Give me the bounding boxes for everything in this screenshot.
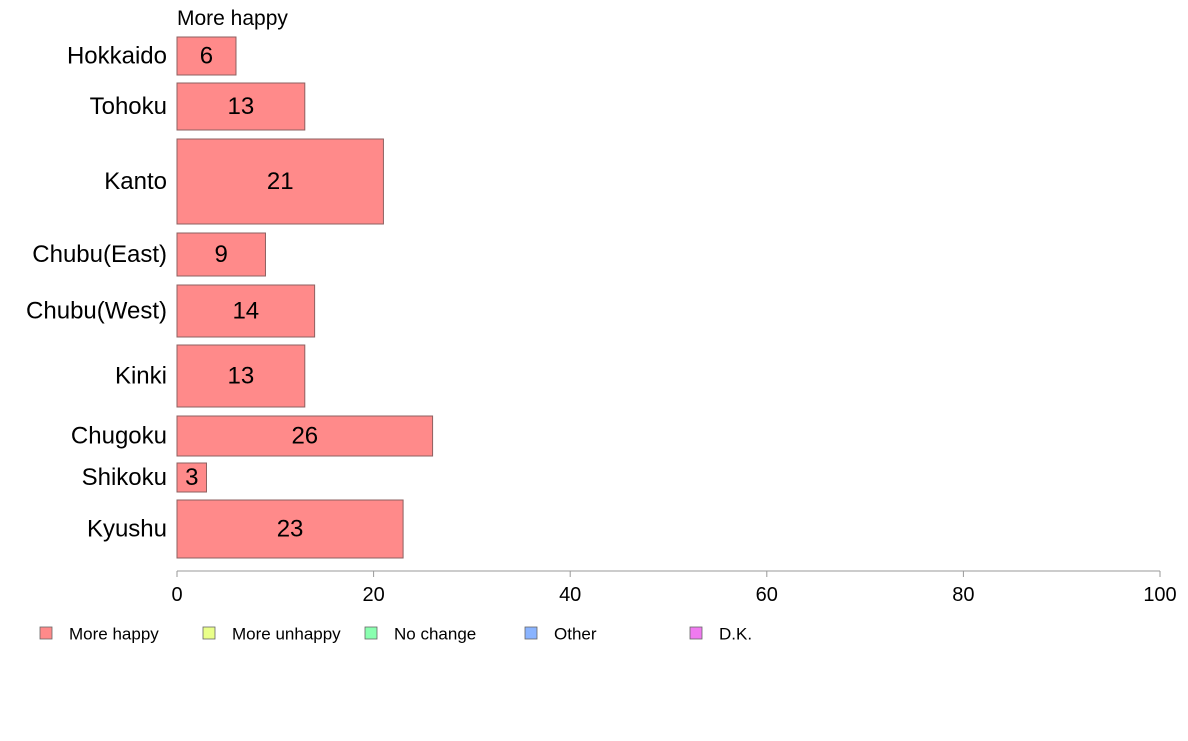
data-label-kinki: 13 [228, 363, 255, 390]
data-label-kyushu: 23 [277, 516, 304, 543]
x-tick-label-60: 60 [756, 584, 778, 606]
bar-hokkaido-more-happy [176, 36, 237, 76]
series-header: More happy [177, 7, 288, 30]
legend-swatch-more-happy [39, 626, 53, 640]
legend-swatch-d-k [689, 626, 703, 640]
data-label-tohoku: 13 [228, 93, 255, 120]
bars-layer: Hokkaido 6 Tohoku 13 Kanto 21 Chubu(East) 9 Chub… [26, 36, 434, 559]
x-tick-label-80: 80 [952, 584, 974, 606]
legend: More happy More unhappy No change Other D.K. [39, 625, 752, 644]
x-tick-label-40: 40 [559, 584, 581, 606]
category-label-kyushu: Kyushu [87, 516, 167, 543]
legend-label-more-happy: More happy [69, 625, 159, 644]
data-label-shikoku: 3 [185, 464, 198, 491]
x-tick-label-0: 0 [171, 584, 182, 606]
bar-kanto-more-happy [176, 138, 384, 225]
category-label-kanto: Kanto [104, 168, 167, 195]
bar-chubu-west-more-happy [176, 284, 316, 338]
legend-swatch-other [524, 626, 538, 640]
bar-chubu-east-more-happy [176, 232, 266, 277]
legend-label-no-change: No change [394, 625, 476, 644]
bar-chugoku-more-happy [176, 415, 434, 457]
data-label-chubu-east: 9 [215, 241, 228, 268]
bar-kyushu-more-happy [176, 499, 404, 559]
data-label-chugoku: 26 [291, 423, 318, 450]
legend-label-other: Other [554, 625, 597, 644]
bar-shikoku-more-happy [176, 462, 207, 493]
legend-label-d-k: D.K. [719, 625, 752, 644]
legend-swatch-more-unhappy [202, 626, 216, 640]
x-tick-label-100: 100 [1143, 584, 1176, 606]
legend-label-more-unhappy: More unhappy [232, 625, 341, 644]
category-label-kinki: Kinki [115, 363, 167, 390]
category-label-hokkaido: Hokkaido [67, 43, 167, 70]
category-label-chugoku: Chugoku [71, 423, 167, 450]
legend-swatch-no-change [364, 626, 378, 640]
bar-tohoku-more-happy [176, 82, 306, 131]
bar-kinki-more-happy [176, 344, 306, 408]
x-axis: 0 20 40 60 80 100 [171, 570, 1177, 606]
data-label-chubu-west: 14 [232, 298, 259, 325]
x-tick-label-20: 20 [362, 584, 384, 606]
data-label-hokkaido: 6 [200, 43, 213, 70]
category-label-chubu-east: Chubu(East) [32, 241, 167, 268]
category-label-chubu-west: Chubu(West) [26, 298, 167, 325]
category-label-tohoku: Tohoku [90, 93, 167, 120]
data-label-kanto: 21 [267, 168, 294, 195]
category-label-shikoku: Shikoku [82, 464, 167, 491]
